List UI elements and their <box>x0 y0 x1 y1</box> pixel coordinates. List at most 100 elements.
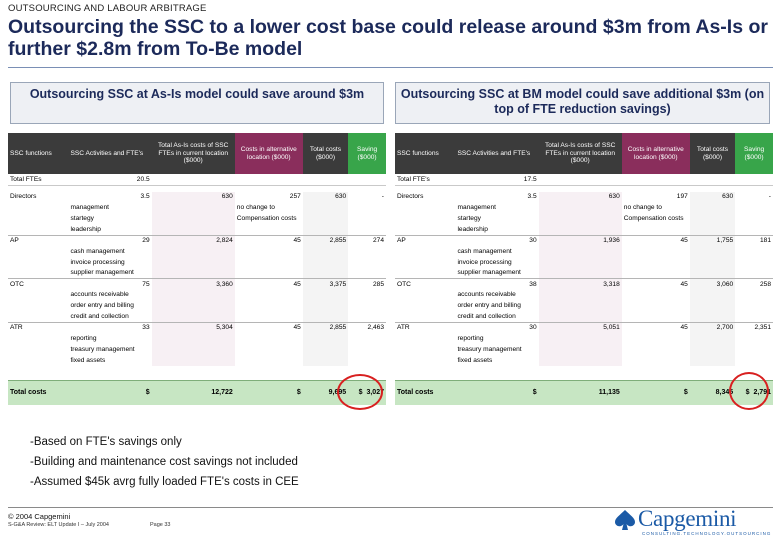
empty-cell <box>395 366 455 381</box>
empty-cell <box>735 213 773 225</box>
table-row: supplier management <box>8 267 386 279</box>
empty-cell <box>539 366 622 381</box>
empty-cell <box>395 311 456 323</box>
activity-label: reporting <box>68 333 152 344</box>
table-row: Directors 3.5 630 257 630- <box>8 191 386 203</box>
fte-count: 3.5 <box>68 191 152 203</box>
empty-cell <box>395 202 456 214</box>
empty-cell <box>395 213 456 225</box>
empty-cell <box>302 185 349 192</box>
table-row: AP 30 1,936 45 1,755 181 <box>395 234 773 247</box>
empty-cell <box>348 289 386 301</box>
empty-cell <box>622 366 690 381</box>
total-cost: 2,700 <box>689 321 736 334</box>
empty-cell <box>151 311 235 323</box>
empty-cell <box>151 289 235 301</box>
cell-note <box>621 267 690 279</box>
empty-cell <box>151 185 235 192</box>
table-row: ATR 30 5,051 45 2,700 2,351 <box>395 321 773 334</box>
as-is-cost: 630 <box>151 191 235 203</box>
empty-cell <box>689 354 736 366</box>
copyright: © 2004 Capgemini <box>8 512 71 521</box>
column-header: SSC functions <box>395 133 456 175</box>
total-as-is-cost: 12,722 <box>151 380 235 405</box>
saving-value: 181 <box>735 234 773 247</box>
empty-cell <box>151 343 235 355</box>
empty-cell <box>735 224 773 236</box>
empty-cell <box>455 366 538 381</box>
empty-cell <box>689 213 736 225</box>
empty-cell <box>395 343 456 355</box>
empty-cell <box>8 333 69 344</box>
left-total-saving-highlight <box>337 374 383 410</box>
fte-count: 29 <box>68 234 152 247</box>
empty-cell <box>302 289 349 301</box>
spade-icon <box>615 510 635 530</box>
empty-cell <box>348 267 386 279</box>
activity-label: credit and collection <box>68 311 152 323</box>
empty-cell <box>689 300 736 312</box>
activity-label: treasury management <box>68 343 152 355</box>
saving-value: 258 <box>735 278 773 290</box>
fte-count: 3.5 <box>455 191 539 203</box>
empty-cell <box>735 354 773 366</box>
empty-cell <box>395 256 456 268</box>
currency-symbol: $ <box>68 380 152 405</box>
cell-note <box>621 300 690 312</box>
empty-cell <box>538 185 622 192</box>
function-name: AP <box>395 234 456 247</box>
empty-cell <box>8 185 69 192</box>
cell-note <box>234 256 303 268</box>
saving-value: 2,351 <box>735 321 773 334</box>
empty-cell <box>538 256 622 268</box>
total-costs-label: Total costs <box>8 380 69 405</box>
empty-cell <box>689 224 736 236</box>
empty-cell <box>8 213 69 225</box>
page-title: Outsourcing the SSC to a lower cost base… <box>8 16 768 60</box>
empty-cell <box>455 185 539 192</box>
cell-note <box>234 311 303 323</box>
logo-wordmark: Capgemini <box>638 506 737 531</box>
empty-cell <box>538 300 622 312</box>
table-row: treasury management <box>8 343 386 355</box>
cell-note <box>621 224 690 236</box>
note-item: -Assumed $45k avrg fully loaded FTE's co… <box>30 476 299 488</box>
total-cost: 3,375 <box>302 278 349 290</box>
capgemini-logo: Capgemini CONSULTING.TECHNOLOGY.OUTSOURC… <box>612 506 772 538</box>
note-item: -Building and maintenance cost savings n… <box>30 456 298 468</box>
assumption-notes: -Based on FTE's savings only -Building a… <box>30 432 299 492</box>
column-header: Costs in alternative location ($000) <box>621 133 690 175</box>
empty-cell <box>8 256 69 268</box>
column-header: Total As-Is costs of SSC FTEs in current… <box>151 133 235 175</box>
as-is-cost: 630 <box>538 191 622 203</box>
activity-label: leadership <box>68 224 152 236</box>
activity-label: supplier management <box>455 267 539 279</box>
empty-cell <box>538 202 622 214</box>
empty-cell <box>735 300 773 312</box>
empty-cell <box>348 213 386 225</box>
empty-cell <box>348 202 386 214</box>
activity-label: fixed assets <box>68 354 152 366</box>
table-row: leadership <box>395 224 773 236</box>
cell-note <box>234 354 303 366</box>
alternative-cost: 45 <box>234 278 303 290</box>
activity-label: cash management <box>455 246 539 257</box>
fte-count: 33 <box>68 321 152 334</box>
saving-value: 274 <box>348 234 386 247</box>
empty-cell <box>302 267 349 279</box>
cell-note: Compensation costs <box>621 213 690 225</box>
currency-symbol: $ <box>234 380 303 405</box>
total-fte-label: Total FTE's <box>395 174 456 186</box>
cell-note <box>234 343 303 355</box>
empty-cell <box>689 311 736 323</box>
empty-cell <box>151 300 235 312</box>
table-row: leadership <box>8 224 386 236</box>
empty-cell <box>538 343 622 355</box>
empty-cell <box>538 213 622 225</box>
empty-cell <box>302 311 349 323</box>
column-header: Total As-Is costs of SSC FTEs in current… <box>538 133 622 175</box>
total-fte-value: 17.5 <box>455 174 539 186</box>
table-row: management no change to <box>8 202 386 214</box>
empty-cell <box>735 311 773 323</box>
column-header: Saving ($000) <box>735 133 773 175</box>
